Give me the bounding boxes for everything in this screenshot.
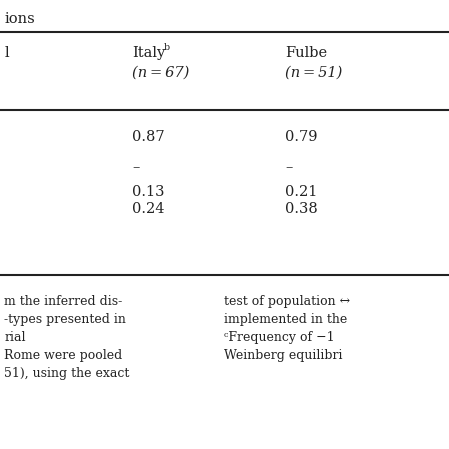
Text: m the inferred dis-: m the inferred dis- xyxy=(4,295,123,308)
Text: test of population ↔: test of population ↔ xyxy=(224,295,351,308)
Text: Fulbe: Fulbe xyxy=(285,46,327,60)
Text: -types presented in: -types presented in xyxy=(4,313,126,326)
Text: implemented in the: implemented in the xyxy=(224,313,348,326)
Text: b: b xyxy=(163,43,170,52)
Text: ᶜFrequency of −1: ᶜFrequency of −1 xyxy=(224,331,335,344)
Text: Italy: Italy xyxy=(132,46,166,60)
Text: 0.13: 0.13 xyxy=(132,185,165,199)
Text: –: – xyxy=(285,160,292,174)
Text: Rome were pooled: Rome were pooled xyxy=(4,349,123,362)
Text: 0.24: 0.24 xyxy=(132,202,165,216)
Text: –: – xyxy=(132,160,140,174)
Text: 0.87: 0.87 xyxy=(132,130,165,144)
Text: 0.79: 0.79 xyxy=(285,130,317,144)
Text: l: l xyxy=(4,46,9,60)
Text: (n = 67): (n = 67) xyxy=(132,66,190,80)
Text: rial: rial xyxy=(4,331,26,344)
Text: Weinberg equilibri: Weinberg equilibri xyxy=(224,349,343,362)
Text: (n = 51): (n = 51) xyxy=(285,66,343,80)
Text: 51), using the exact: 51), using the exact xyxy=(4,367,130,380)
Text: 0.38: 0.38 xyxy=(285,202,318,216)
Text: ions: ions xyxy=(4,12,35,26)
Text: 0.21: 0.21 xyxy=(285,185,317,199)
